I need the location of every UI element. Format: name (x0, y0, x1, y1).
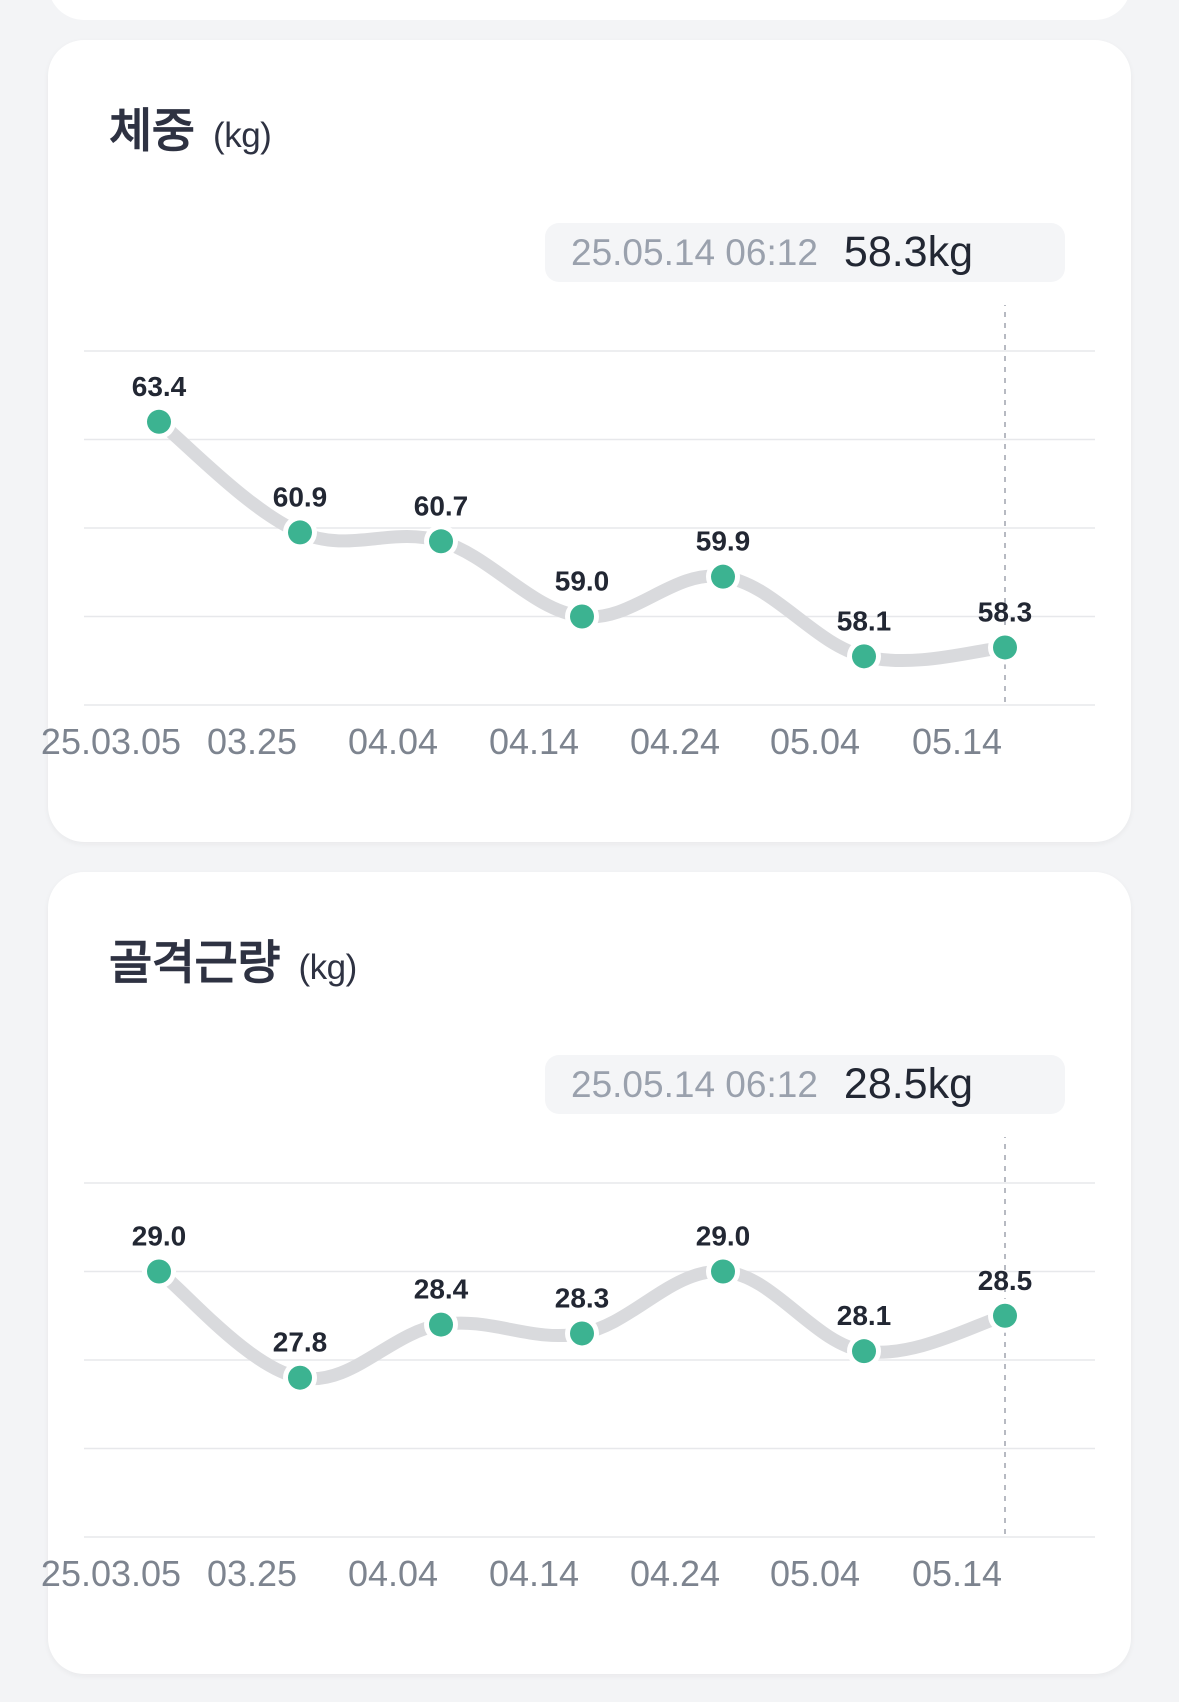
svg-text:27.8: 27.8 (273, 1327, 328, 1358)
svg-text:59.9: 59.9 (696, 526, 751, 557)
svg-text:28.1: 28.1 (837, 1300, 892, 1331)
svg-text:59.0: 59.0 (555, 566, 610, 597)
svg-text:58.1: 58.1 (837, 605, 892, 636)
svg-text:63.4: 63.4 (132, 371, 187, 402)
svg-text:29.0: 29.0 (132, 1221, 187, 1252)
svg-text:60.7: 60.7 (414, 490, 469, 521)
svg-text:58.3: 58.3 (978, 596, 1033, 627)
svg-text:60.9: 60.9 (273, 481, 328, 512)
svg-text:28.3: 28.3 (555, 1282, 610, 1313)
svg-text:28.4: 28.4 (414, 1274, 469, 1305)
svg-text:28.5: 28.5 (978, 1265, 1033, 1296)
svg-text:29.0: 29.0 (696, 1221, 751, 1252)
